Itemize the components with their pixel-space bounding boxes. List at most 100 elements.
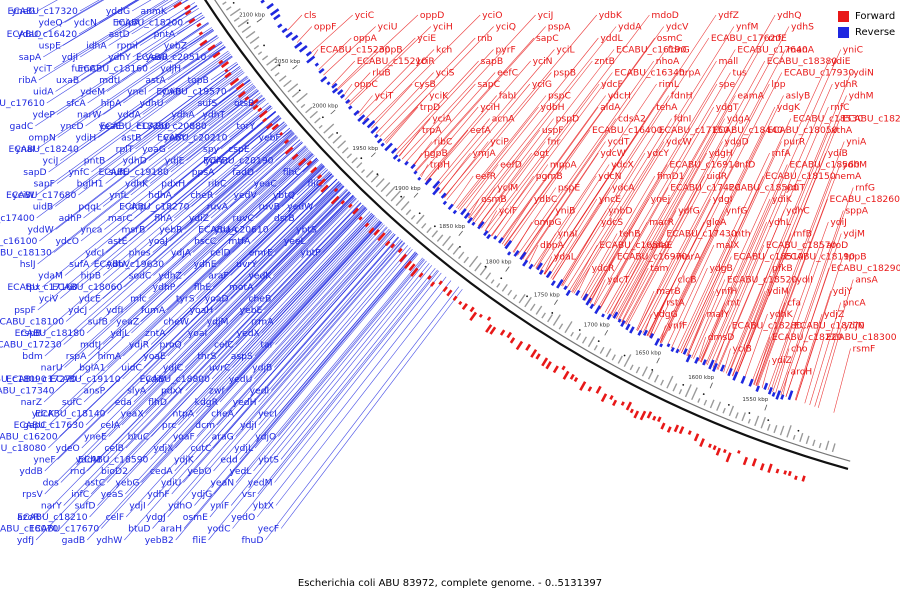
reverse-gene-label-leader — [102, 132, 294, 299]
reverse-feature-arrow — [314, 62, 320, 67]
forward-feature-arrow — [541, 357, 549, 367]
forward-gene-label-leader — [731, 95, 847, 377]
reverse-gene-label: ybtS — [296, 225, 317, 236]
reverse-gene-label-leader — [129, 212, 372, 472]
reverse-gene-label: ECABU_c20880 — [136, 121, 207, 132]
gc-bar — [501, 283, 508, 292]
reverse-gene-label: yoaA — [214, 225, 238, 236]
forward-gene-label: sapC — [536, 33, 559, 44]
forward-gene-label: ECABU_c18260 — [830, 194, 900, 205]
forward-gene-label: eamA — [737, 91, 764, 102]
forward-gene-label: ECABU_c18230 — [842, 114, 900, 125]
forward-gene-label-leader — [401, 14, 536, 160]
scale-tick-label: 1750 kbp — [534, 292, 560, 298]
reverse-gene-label-leader — [35, 14, 204, 127]
forward-gene-label: ECABU_c18190 — [785, 252, 856, 263]
forward-gene-label: spe — [719, 79, 736, 90]
gc-bar — [773, 425, 778, 434]
forward-gene-label: ECABU_c18770 — [794, 321, 865, 332]
reverse-gene-label: azoR — [17, 512, 40, 523]
forward-gene-label: clcB — [678, 275, 697, 286]
reverse-gene-label: infC — [71, 489, 89, 500]
reverse-gene-label: uidC — [121, 363, 142, 374]
forward-gene-label-leader — [386, 106, 419, 144]
reverse-gene-label: yciW — [12, 190, 34, 201]
reverse-gene-label: aspS — [231, 351, 253, 362]
forward-gene-label: ECABU_c18290 — [831, 263, 900, 274]
reverse-feature-arrow — [719, 364, 726, 372]
forward-gene-label-leader — [676, 152, 770, 351]
forward-gene-label-leader — [536, 175, 597, 269]
forward-gene-label: ydiZ — [772, 355, 792, 366]
scale-tick — [292, 64, 298, 70]
forward-gene-label: ydgB — [709, 263, 732, 274]
reverse-gene-label-leader — [182, 42, 223, 69]
rna-feature — [702, 393, 705, 396]
reverse-gene-label-leader — [324, 175, 334, 184]
legend-entry-forward: Forward — [838, 8, 895, 24]
forward-gene-label: rnfE — [768, 33, 787, 44]
forward-gene-label-leader — [435, 49, 555, 190]
gc-bar — [728, 405, 735, 417]
forward-gene-label-leader — [587, 164, 668, 303]
reverse-gene-label-leader — [166, 163, 323, 311]
reverse-gene-label-leader — [149, 94, 263, 184]
reverse-feature-arrow — [374, 133, 379, 139]
reverse-gene-label: ruvA — [207, 202, 229, 213]
reverse-gene-label-leader — [41, 196, 355, 518]
reverse-gene-label: otsB — [234, 98, 254, 109]
gc-bar — [507, 289, 513, 296]
forward-gene-label-leader — [691, 279, 726, 358]
reverse-gene-label: narZ — [21, 397, 43, 408]
reverse-gene-label: yebG — [116, 478, 140, 489]
reverse-gene-label: yneE — [84, 432, 107, 443]
forward-gene-label-leader — [735, 152, 827, 378]
forward-gene-label-leader — [785, 267, 830, 397]
reverse-gene-label-leader — [129, 115, 280, 242]
reverse-gene-label-leader — [64, 147, 308, 368]
forward-gene-label: ydcT — [607, 275, 629, 286]
forward-gene-label: pyrF — [495, 45, 515, 56]
scale-tick — [256, 18, 262, 23]
reverse-gene-label: ECABU_c17400 — [0, 213, 35, 224]
reverse-gene-label: ydiU — [161, 478, 182, 489]
rna-feature — [459, 245, 461, 248]
reverse-gene-label-leader — [278, 153, 313, 184]
reverse-feature-arrow — [390, 147, 398, 155]
gc-bar — [370, 174, 380, 183]
forward-gene-label: ydiI — [796, 275, 813, 286]
reverse-feature-arrow — [392, 154, 399, 160]
forward-gene-label-leader — [525, 152, 599, 262]
reverse-gene-label-leader — [214, 184, 343, 311]
forward-feature-arrow — [783, 470, 788, 475]
reverse-gene-label: sufC — [62, 397, 82, 408]
forward-gene-label: sapC — [477, 79, 500, 90]
reverse-gene-label-leader — [131, 127, 290, 265]
reverse-gene-label: ruvC — [233, 213, 254, 224]
forward-feature-arrow — [229, 77, 240, 86]
reverse-gene-label-leader — [258, 183, 342, 265]
forward-gene-label-leader — [569, 26, 735, 291]
forward-gene-label-leader — [506, 129, 591, 248]
forward-gene-label: ydhL — [769, 217, 792, 228]
reverse-gene-label-leader — [98, 46, 226, 138]
gc-bar — [332, 134, 342, 144]
forward-gene-label: ydcS — [601, 217, 623, 228]
rna-feature — [400, 195, 403, 198]
gc-bar — [547, 314, 553, 323]
reverse-gene-label-leader — [261, 214, 374, 334]
forward-gene-label-leader — [642, 198, 711, 334]
reverse-gene-label: cutC — [190, 443, 211, 454]
reverse-gene-label-leader — [46, 5, 198, 104]
forward-gene-label: mall — [719, 56, 739, 67]
gc-bar — [226, 6, 232, 11]
reverse-gene-label: ydjI — [129, 501, 146, 512]
forward-gene-label: ECABU_c17150 — [659, 125, 730, 136]
reverse-gene-label-leader — [42, 102, 269, 288]
scale-tick — [604, 329, 609, 336]
reverse-gene-label: yodC — [207, 524, 230, 535]
reverse-gene-label: yeeL — [284, 236, 307, 247]
forward-gene-label: rsmF — [853, 344, 876, 355]
reverse-gene-label: hdhA — [148, 190, 172, 201]
forward-gene-label-leader — [347, 37, 416, 104]
